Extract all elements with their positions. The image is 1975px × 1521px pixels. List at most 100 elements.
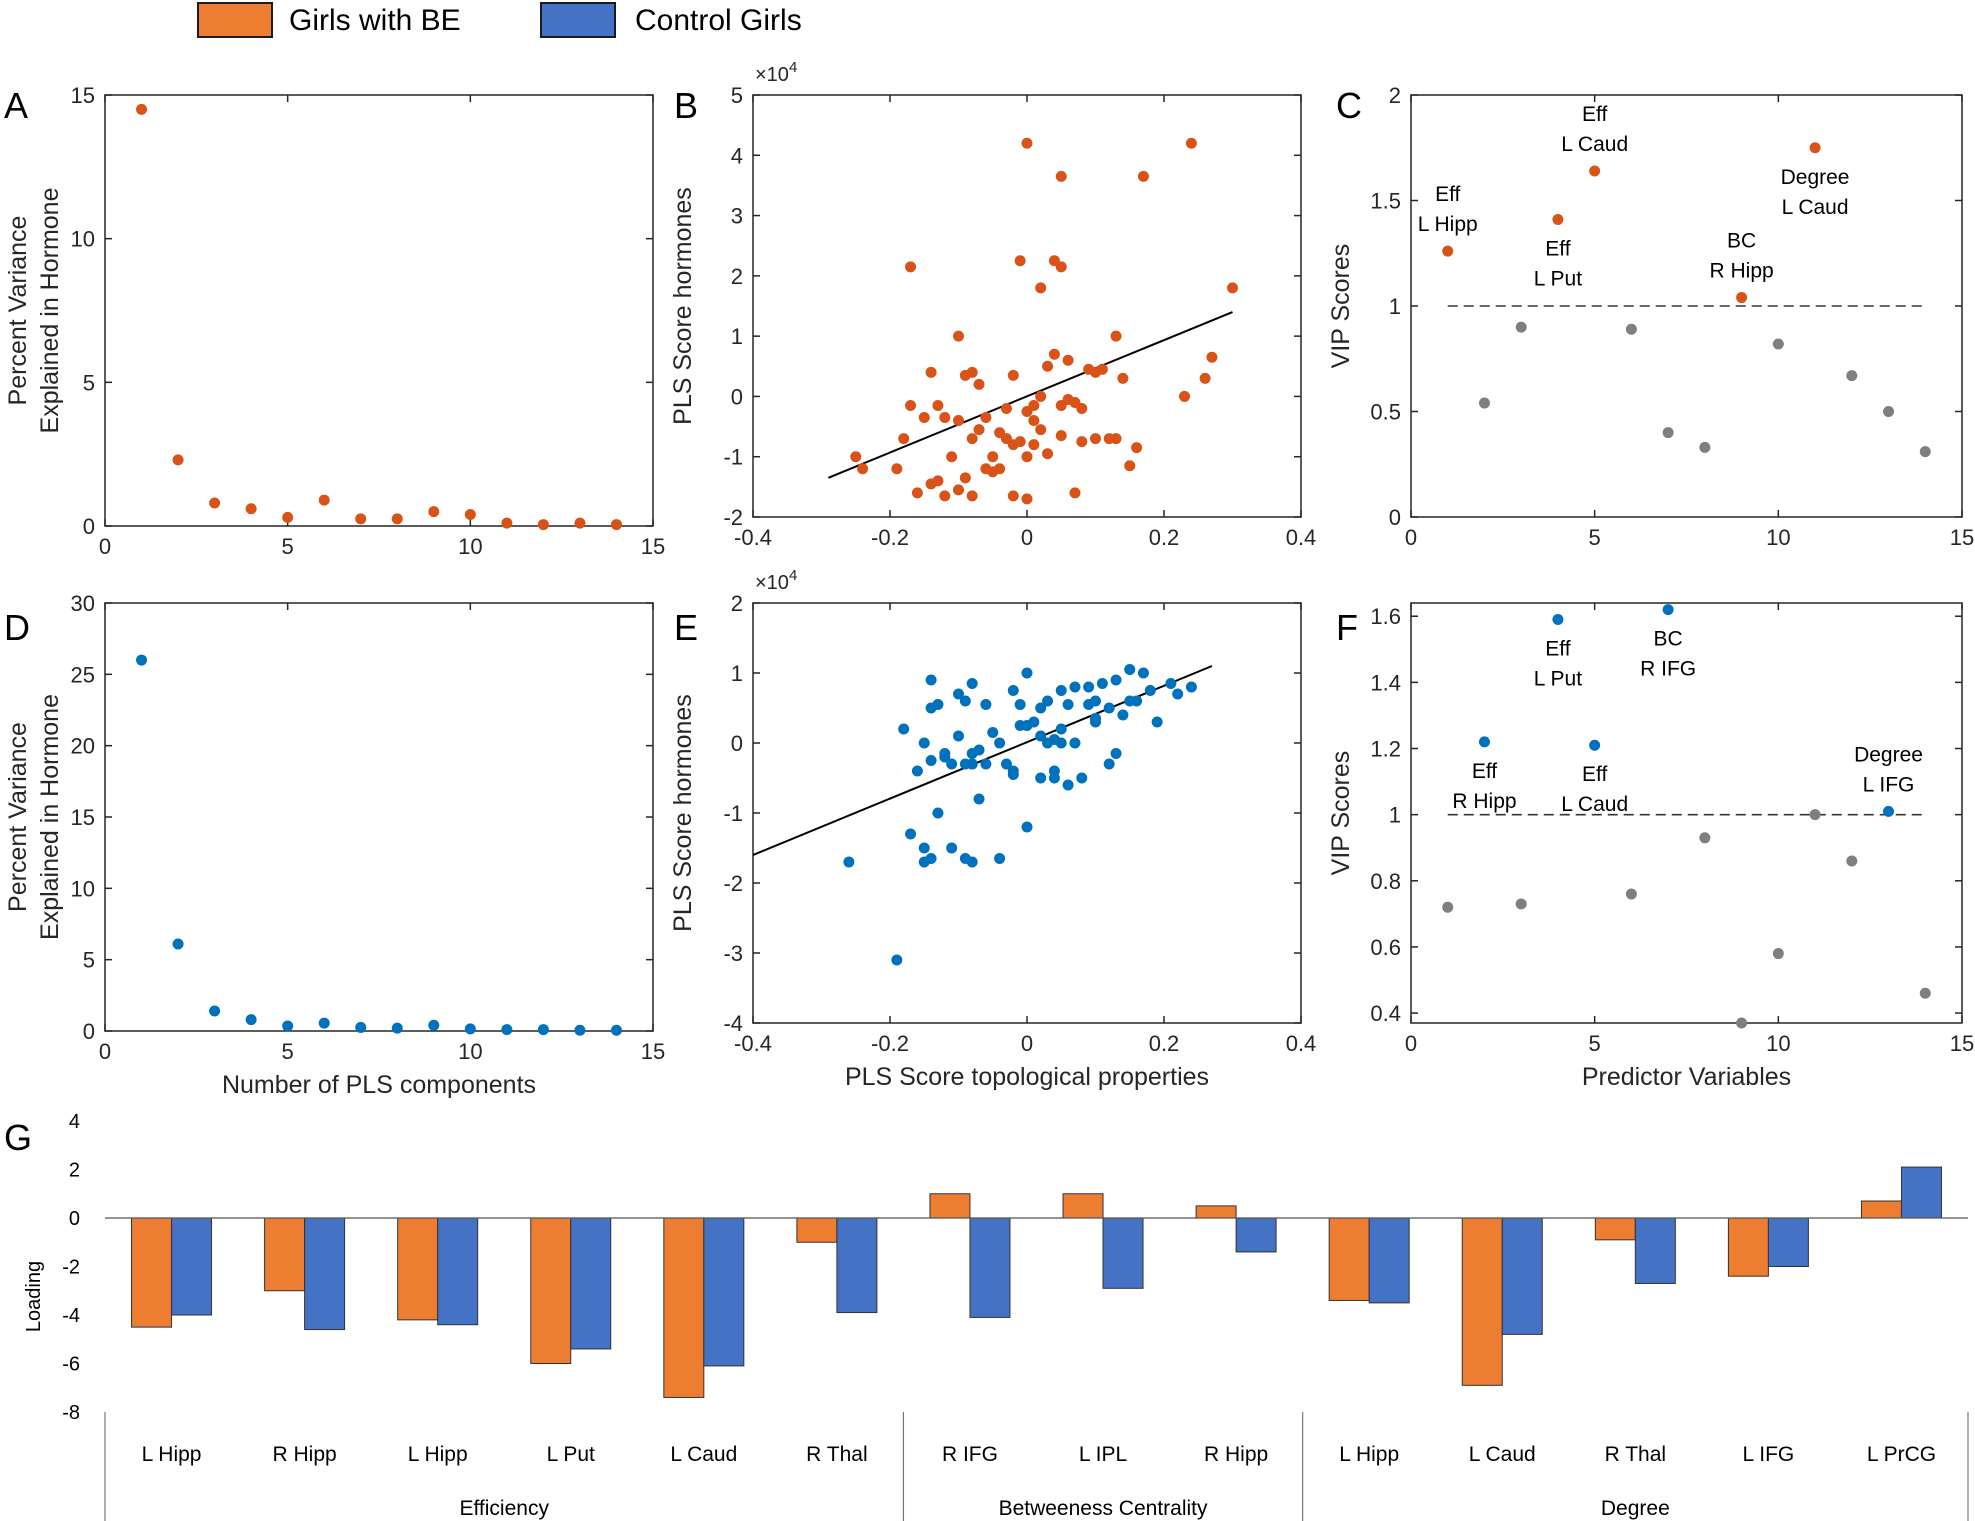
- y-axis-label-a: Explained in Hormone: [36, 188, 64, 434]
- data-point-c: [1699, 441, 1711, 453]
- bar-be: [397, 1217, 439, 1321]
- plot-frame-a: [104, 94, 654, 527]
- bar-control: [1102, 1217, 1144, 1289]
- y-tick-label-a: 5: [83, 370, 95, 395]
- data-point-e: [1028, 716, 1040, 728]
- data-point-e: [966, 758, 978, 770]
- data-point-a: [136, 103, 148, 115]
- y-tick-label-d: 25: [71, 662, 95, 687]
- bar-category-label: L Hipp: [142, 1443, 202, 1466]
- bar-control: [437, 1217, 479, 1326]
- x-tick-label-f: 0: [1405, 1031, 1417, 1056]
- bar-category-label: L Put: [547, 1443, 595, 1466]
- legend-swatch-be: [197, 2, 273, 38]
- data-point-b: [1014, 255, 1026, 267]
- y-axis-label-f: VIP Scores: [1327, 751, 1355, 876]
- data-point-c: [1846, 370, 1858, 382]
- data-point-b: [918, 412, 930, 424]
- x-tick-label-d: 10: [458, 1039, 482, 1064]
- y-tick-label-e: 1: [731, 661, 743, 686]
- x-tick-label-a: 15: [641, 534, 665, 559]
- panel-c-vip-be: 0 5 10 15 0 0.5 1 1.5 2 VIP Scores Eff L Hipp Eff L P…: [1327, 83, 1974, 550]
- data-point-a: [428, 506, 440, 518]
- data-point-b: [1000, 402, 1012, 414]
- data-point-b: [1042, 448, 1054, 460]
- data-point-f: [1809, 809, 1821, 821]
- data-point-c: [1625, 323, 1637, 335]
- data-point-f: [1772, 948, 1784, 960]
- data-point-b: [1117, 372, 1129, 384]
- data-point-f: [1919, 987, 1931, 999]
- data-point-e: [994, 737, 1006, 749]
- data-point-e: [1110, 674, 1122, 686]
- data-point-d: [245, 1014, 257, 1026]
- data-point-e: [1124, 664, 1136, 675]
- panel-letter-a: A: [4, 85, 28, 126]
- data-point-e: [987, 727, 999, 738]
- data-point-e: [1124, 695, 1136, 707]
- data-point-b: [911, 487, 923, 499]
- data-point-d: [464, 1023, 476, 1035]
- panel-b-pls-scatter-be: -0.4 -0.2 0 0.2 0.4 -2 -1 0 1 2 3 4 5 PLS Score hormo…: [669, 59, 1316, 550]
- data-point-b: [1021, 406, 1033, 417]
- panel-letter-e: E: [674, 607, 698, 648]
- data-point-b: [1000, 433, 1012, 445]
- legend-swatch-control: [540, 2, 616, 38]
- data-point-e: [939, 751, 951, 763]
- data-point-b: [1227, 282, 1238, 294]
- data-point-b: [980, 412, 992, 424]
- data-point-e: [1110, 748, 1122, 759]
- data-point-e: [1137, 667, 1149, 679]
- panel-letter-d: D: [4, 607, 30, 648]
- x-tick-label-b: -0.4: [734, 525, 772, 550]
- x-tick-label-f: 15: [1950, 1031, 1974, 1056]
- y-tick-label-e: -1: [723, 801, 743, 826]
- bar-category-label: L Hipp: [408, 1443, 468, 1466]
- data-point-b: [1076, 436, 1088, 448]
- bar-be: [264, 1217, 306, 1292]
- data-point-b: [850, 451, 862, 463]
- x-tick-label-f: 10: [1766, 1031, 1790, 1056]
- bar-y-tick-label: -8: [62, 1402, 80, 1424]
- point-annotation-f: Eff: [1472, 760, 1497, 783]
- bar-category-label: R IFG: [942, 1443, 998, 1466]
- data-point-e: [1014, 720, 1026, 731]
- data-point-e: [925, 755, 937, 766]
- bar-be: [1860, 1200, 1902, 1219]
- data-point-c: [1919, 446, 1931, 458]
- bar-y-tick-label: -2: [62, 1257, 80, 1279]
- data-point-f: [1736, 1017, 1748, 1029]
- x-tick-label-d: 5: [282, 1039, 294, 1064]
- x-tick-label-e: 0.4: [1286, 1031, 1317, 1056]
- x-tick-label-a: 0: [99, 534, 111, 559]
- panel-letter-f: F: [1336, 607, 1358, 648]
- legend-label-be: Girls with BE: [289, 4, 461, 37]
- x-tick-label-f: 5: [1589, 1031, 1601, 1056]
- panel-letter-c: C: [1336, 85, 1362, 126]
- data-point-e: [1055, 723, 1067, 735]
- data-point-f: [1662, 604, 1674, 616]
- data-point-b: [1185, 137, 1197, 149]
- data-point-e: [1172, 688, 1184, 700]
- data-point-d: [610, 1024, 622, 1036]
- data-point-d: [172, 938, 184, 950]
- data-point-b: [1021, 451, 1033, 463]
- point-annotation-f: R IFG: [1640, 658, 1696, 681]
- data-point-e: [1007, 685, 1019, 696]
- data-point-b: [1055, 170, 1067, 182]
- plot-frame-f: [1410, 602, 1963, 1024]
- data-point-e: [953, 730, 964, 742]
- data-point-f: [1442, 901, 1454, 913]
- data-point-b: [898, 433, 910, 445]
- data-point-c: [1736, 292, 1748, 304]
- point-annotation-c: Degree: [1781, 166, 1850, 189]
- panel-letter-b: B: [674, 85, 698, 126]
- bar-control: [570, 1217, 612, 1350]
- y-tick-label-f: 1.2: [1370, 737, 1401, 762]
- bar-control: [969, 1217, 1011, 1318]
- data-point-e: [1042, 695, 1054, 707]
- panel-letter-g: G: [4, 1117, 32, 1158]
- data-point-c: [1809, 142, 1821, 154]
- bar-be: [1328, 1217, 1370, 1301]
